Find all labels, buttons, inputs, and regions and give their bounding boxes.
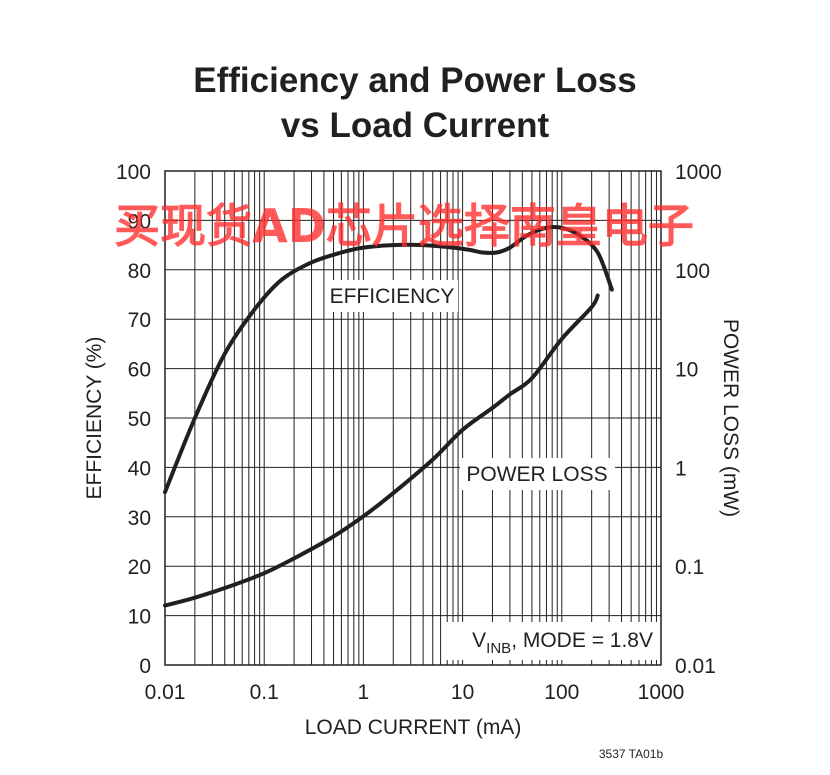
power-loss-label-bg (460, 458, 615, 490)
x-tick-label: 0.1 (250, 681, 279, 704)
y-tick-label: 0 (139, 655, 151, 678)
y2-tick-label: 1000 (675, 161, 722, 184)
y2-tick-label: 100 (675, 260, 710, 283)
y-tick-label: 70 (128, 309, 151, 332)
power-loss-curve-label: POWER LOSS (466, 463, 607, 486)
chart-title-line2: vs Load Current (281, 106, 550, 145)
y-tick-label: 30 (128, 507, 151, 530)
chart-title-line1: Efficiency and Power Loss (193, 61, 636, 100)
y2-tick-label: 0.1 (675, 556, 704, 579)
y-axis-left-label: EFFICIENCY (%) (83, 337, 106, 500)
y2-tick-label: 0.01 (675, 655, 716, 678)
y-tick-label: 10 (128, 606, 151, 629)
y2-tick-label: 10 (675, 359, 698, 382)
y-axis-right-label: POWER LOSS (mW) (719, 319, 742, 517)
y-tick-label: 60 (128, 359, 151, 382)
efficiency-curve (163, 224, 614, 495)
condition-subscript: INB (486, 640, 511, 657)
x-tick-label: 10 (451, 681, 474, 704)
condition-label-bg (446, 622, 658, 660)
efficiency-label-bg (326, 280, 458, 312)
watermark-text: 买现货AD芯片选择南皇电子 (114, 199, 694, 253)
y2-tick-label: 1 (675, 457, 687, 480)
x-axis-ticks: 0.01 0.1 1 10 100 1000 (145, 681, 685, 704)
y-axis-left-ticks: 0 10 20 30 40 50 60 70 80 90 100 (116, 161, 151, 678)
x-tick-label: 1000 (638, 681, 685, 704)
efficiency-curve-label: EFFICIENCY (330, 285, 455, 308)
plot-frame (164, 170, 662, 666)
x-tick-label: 0.01 (145, 681, 186, 704)
x-axis-label: LOAD CURRENT (mA) (305, 716, 522, 739)
y-tick-label: 100 (116, 161, 151, 184)
condition-prefix: V (472, 629, 486, 652)
y-tick-label: 20 (128, 556, 151, 579)
y-axis-right-ticks: 0.01 0.1 1 10 100 1000 (675, 161, 722, 678)
x-tick-label: 1 (358, 681, 370, 704)
figure-id: 3537 TA01b (599, 747, 664, 761)
y-tick-label: 80 (128, 260, 151, 283)
y-tick-label: 40 (128, 457, 151, 480)
y-tick-label: 90 (128, 210, 151, 233)
grid-lines (165, 171, 661, 665)
condition-label: VINB, MODE = 1.8V (472, 629, 653, 657)
y-tick-label: 50 (128, 408, 151, 431)
x-tick-label: 100 (544, 681, 579, 704)
power-loss-curve (163, 293, 600, 608)
series-group (163, 224, 614, 608)
condition-suffix: , MODE = 1.8V (511, 629, 653, 652)
